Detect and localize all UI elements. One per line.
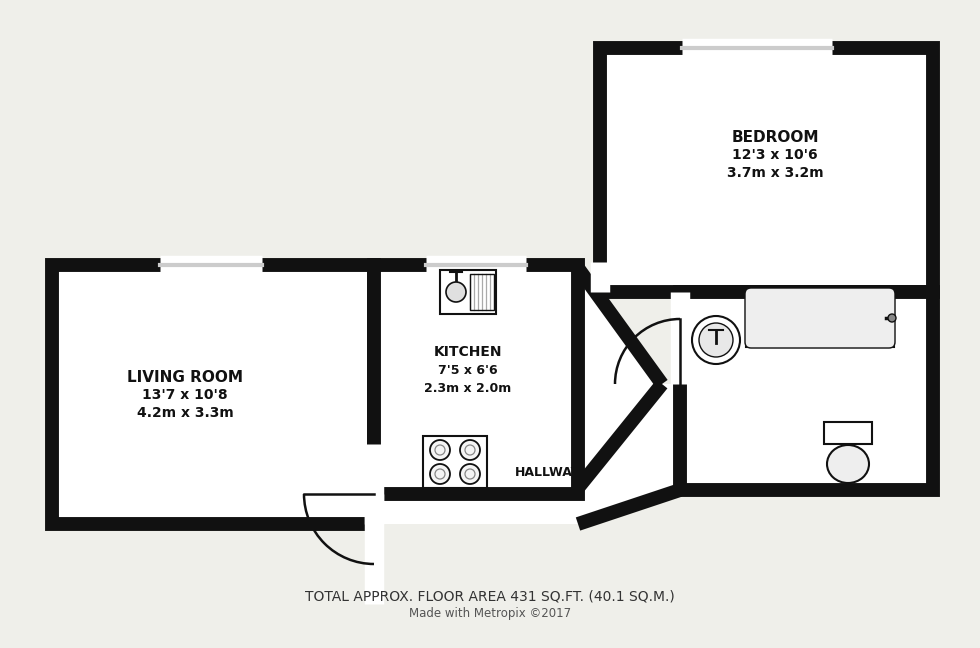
Polygon shape bbox=[680, 292, 933, 490]
Text: Made with Metropix ©2017: Made with Metropix ©2017 bbox=[409, 608, 571, 621]
Polygon shape bbox=[374, 268, 680, 524]
Circle shape bbox=[699, 323, 733, 357]
Text: TOTAL APPROX. FLOOR AREA 431 SQ.FT. (40.1 SQ.M.): TOTAL APPROX. FLOOR AREA 431 SQ.FT. (40.… bbox=[305, 589, 675, 603]
Circle shape bbox=[430, 440, 450, 460]
Bar bbox=[824, 422, 872, 444]
Circle shape bbox=[888, 314, 896, 322]
Text: HALLWAY: HALLWAY bbox=[515, 465, 581, 478]
Text: KITCHEN: KITCHEN bbox=[434, 345, 503, 359]
Polygon shape bbox=[600, 48, 933, 292]
Text: 2.3m x 2.0m: 2.3m x 2.0m bbox=[424, 382, 512, 395]
Text: 4.2m x 3.3m: 4.2m x 3.3m bbox=[136, 406, 233, 420]
Bar bbox=[423, 436, 487, 488]
FancyBboxPatch shape bbox=[745, 288, 895, 348]
Text: BEDROOM: BEDROOM bbox=[731, 130, 818, 145]
Circle shape bbox=[460, 440, 480, 460]
Bar bbox=[470, 274, 494, 310]
Circle shape bbox=[460, 464, 480, 484]
Polygon shape bbox=[374, 265, 578, 494]
Text: 7'5 x 6'6: 7'5 x 6'6 bbox=[438, 364, 498, 376]
Bar bbox=[440, 270, 496, 314]
Circle shape bbox=[446, 282, 466, 302]
Text: 12'3 x 10'6: 12'3 x 10'6 bbox=[732, 148, 818, 162]
Circle shape bbox=[430, 464, 450, 484]
Ellipse shape bbox=[827, 445, 869, 483]
Text: LIVING ROOM: LIVING ROOM bbox=[127, 369, 243, 384]
Text: 3.7m x 3.2m: 3.7m x 3.2m bbox=[727, 166, 823, 180]
Bar bbox=[746, 289, 894, 347]
Polygon shape bbox=[52, 265, 374, 524]
Text: 13'7 x 10'8: 13'7 x 10'8 bbox=[142, 388, 227, 402]
Circle shape bbox=[692, 316, 740, 364]
